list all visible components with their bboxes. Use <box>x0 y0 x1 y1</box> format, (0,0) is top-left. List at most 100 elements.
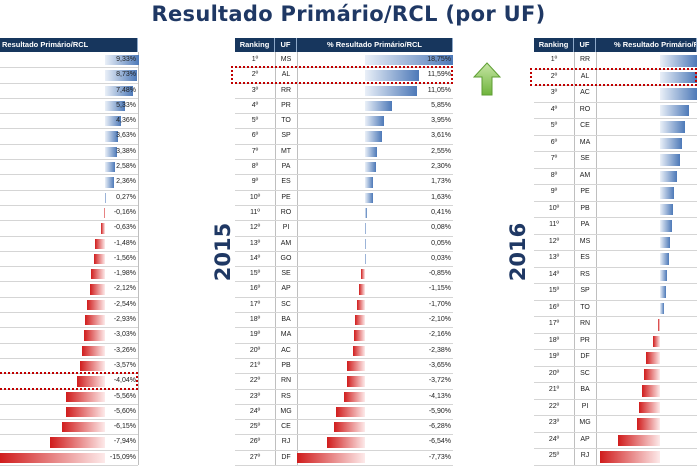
uf-cell: MT <box>280 147 292 155</box>
rank-cell: 12º <box>548 237 560 245</box>
row-divider <box>0 235 138 237</box>
row-divider <box>235 159 453 161</box>
row-divider <box>235 189 453 191</box>
value-label: -3,26% <box>113 346 136 354</box>
uf-cell: CE <box>580 122 590 130</box>
row-divider <box>534 167 697 169</box>
row-divider <box>534 151 697 153</box>
value-label: 0,41% <box>431 208 451 216</box>
value-label: -4,13% <box>428 392 451 400</box>
row-divider <box>235 97 453 99</box>
uf-cell: PI <box>581 402 589 410</box>
rank-cell: 25º <box>548 452 560 460</box>
uf-cell: RR <box>280 86 292 94</box>
bar <box>326 437 365 448</box>
bar <box>365 70 420 81</box>
rank-cell: 8º <box>251 163 259 171</box>
value-label: -0,16% <box>113 208 136 216</box>
row-divider <box>534 200 697 202</box>
bar <box>660 88 697 100</box>
bar <box>76 376 105 387</box>
uf-cell: MG <box>579 419 591 427</box>
bar <box>646 352 660 364</box>
value-label: -2,38% <box>428 346 451 354</box>
uf-cell: RJ <box>580 452 590 460</box>
row-divider <box>534 382 697 384</box>
bar <box>365 177 374 188</box>
uf-cell: AP <box>580 435 590 443</box>
value-label: -2,16% <box>428 331 451 339</box>
uf-cell: DF <box>580 353 590 361</box>
bar <box>94 253 105 265</box>
value-label: -3,57% <box>113 361 136 369</box>
rank-cell: 13º <box>548 254 560 262</box>
rank-cell: 22º <box>249 377 261 385</box>
uf-cell: GO <box>280 254 292 262</box>
uf-cell: AL <box>281 71 291 79</box>
bar <box>365 85 417 96</box>
value-label: 0,03% <box>431 254 451 262</box>
rank-cell: 17º <box>249 300 261 308</box>
uf-cell: MS <box>579 237 591 245</box>
uf-cell: PR <box>281 101 291 109</box>
uf-cell: PR <box>580 336 590 344</box>
row-divider <box>235 296 453 298</box>
value-label: -2,10% <box>428 316 451 324</box>
bar <box>105 192 106 203</box>
rank-cell: 5º <box>550 122 558 130</box>
bar <box>105 131 119 142</box>
value-label: 0,27% <box>116 193 136 201</box>
bar <box>66 391 105 402</box>
rank-cell: 25º <box>249 423 261 431</box>
bar <box>346 376 365 387</box>
value-label: -2,93% <box>113 316 136 324</box>
row-divider <box>0 296 138 298</box>
uf-cell: PE <box>281 193 291 201</box>
bar <box>91 269 105 280</box>
bar <box>660 269 668 282</box>
bar <box>365 146 377 158</box>
bar <box>80 360 105 372</box>
row-divider <box>0 434 138 436</box>
row-divider <box>0 419 138 421</box>
row-divider <box>534 233 697 235</box>
row-divider <box>0 357 138 359</box>
bar <box>600 451 660 463</box>
uf-cell: BA <box>281 316 291 324</box>
uf-cell: AM <box>579 171 591 179</box>
uf-cell: PA <box>580 221 590 229</box>
row-divider <box>0 143 138 145</box>
value-label: -5,60% <box>113 407 136 415</box>
panel-2016: Ranking UF % Resultado Primário/RCL 1º RR… <box>530 38 697 466</box>
uf-cell: RO <box>579 105 591 113</box>
bar <box>105 116 122 127</box>
value-label: -7,94% <box>113 438 136 446</box>
rank-cell: 16º <box>249 285 261 293</box>
panel-left-partial: Resultado Primário/RCL 9,33% 8,73% 7,48% 5,… <box>0 38 140 466</box>
row-divider <box>235 113 453 115</box>
rank-cell: 17º <box>548 320 560 328</box>
highlight-box <box>0 372 138 390</box>
uf-cell: MA <box>280 331 292 339</box>
row-divider <box>534 118 697 120</box>
value-label: 2,55% <box>431 147 451 155</box>
value-label: -6,28% <box>428 423 451 431</box>
value-label: -1,70% <box>428 300 451 308</box>
year-label-2015: 2015 <box>211 222 235 282</box>
bar <box>105 162 115 173</box>
rank-cell: 2º <box>550 72 558 80</box>
rank-cell: 4º <box>251 101 259 109</box>
bar <box>660 203 673 216</box>
header-resultado: % Resultado Primário/RCL <box>297 38 453 52</box>
value-label: 4,36% <box>116 117 136 125</box>
row-divider <box>534 332 697 334</box>
value-label: 5,33% <box>116 101 136 109</box>
rank-cell: 19º <box>249 331 261 339</box>
value-label: 3,63% <box>116 132 136 140</box>
rank-cell: 24º <box>249 407 261 415</box>
rank-cell: 23º <box>548 419 560 427</box>
highlight-box <box>530 67 697 87</box>
bar <box>660 302 664 315</box>
row-divider <box>235 250 453 252</box>
header-uf-2016: UF <box>574 38 596 52</box>
